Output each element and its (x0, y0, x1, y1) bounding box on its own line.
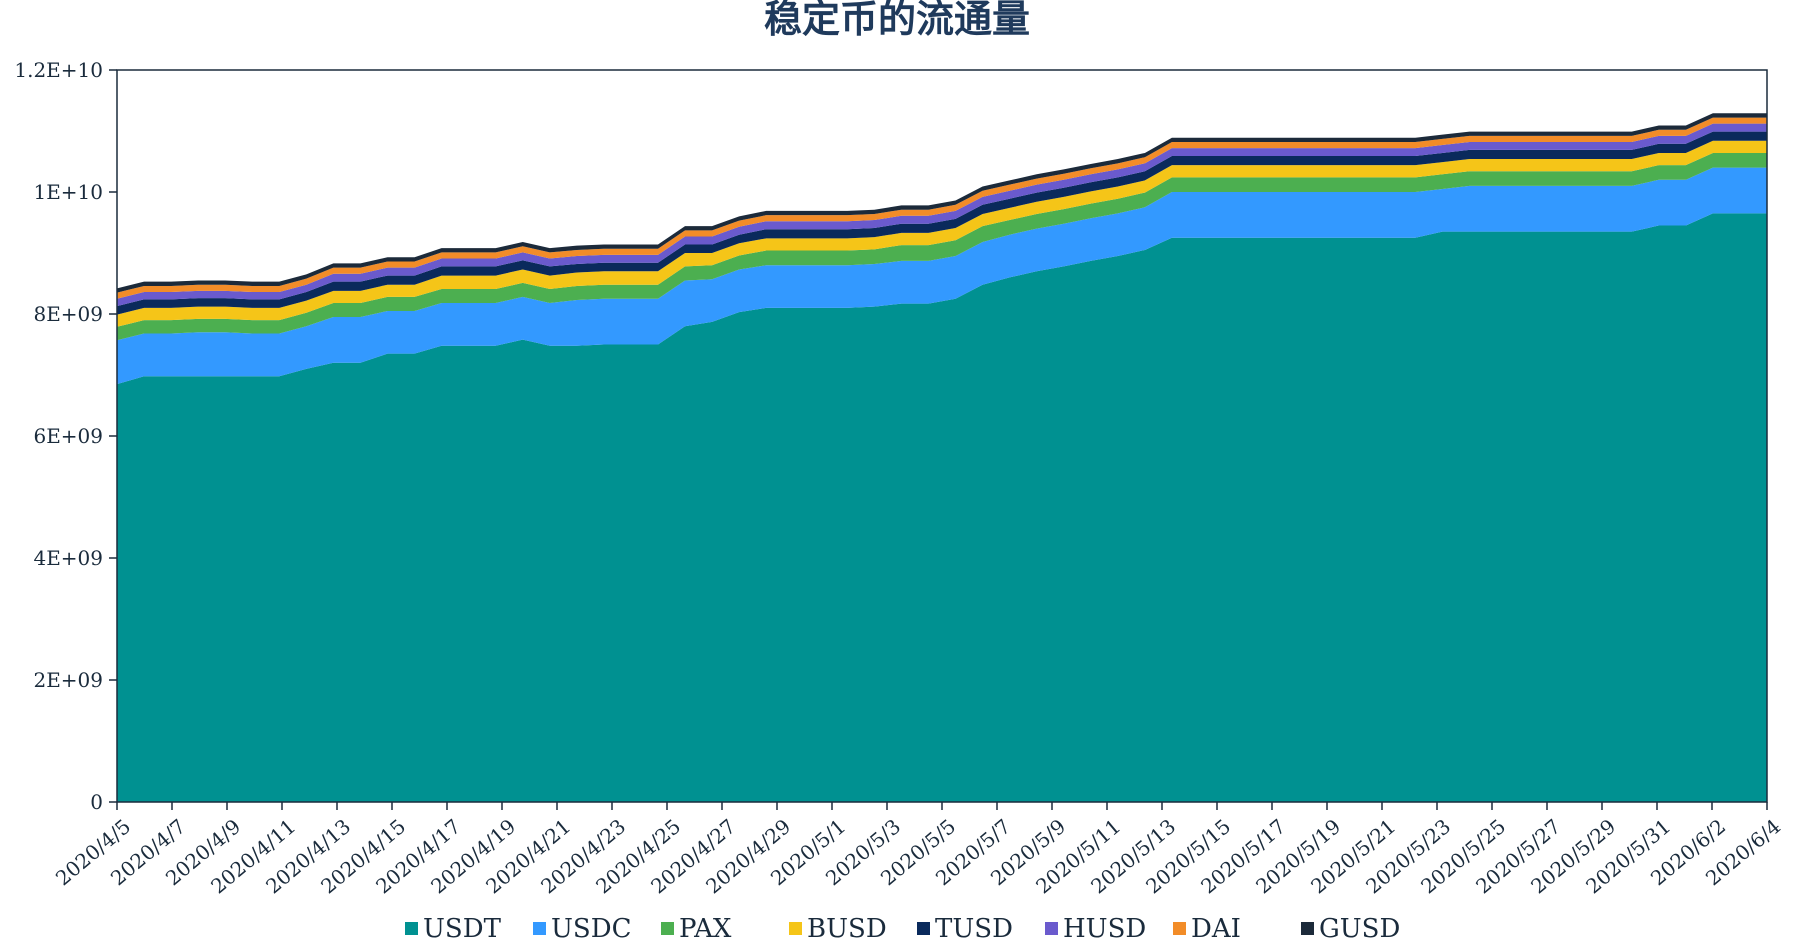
area-series-group (117, 113, 1767, 803)
y-tick-label: 6E+09 (33, 424, 103, 448)
legend-swatch-gusd (1301, 922, 1314, 935)
legend-swatch-tusd (917, 922, 930, 935)
area-series-busd (117, 140, 1767, 327)
legend-swatch-usdc (533, 922, 546, 935)
y-tick-label: 0 (90, 790, 103, 814)
y-tick-label: 8E+09 (33, 302, 103, 326)
legend-label-busd: BUSD (807, 914, 887, 944)
y-tick-label: 1.2E+10 (14, 58, 103, 82)
legend: USDT USDC PAX BUSD TUSD HUSD DAI GUSD (405, 914, 1400, 944)
y-tick-label: 1E+10 (33, 180, 103, 204)
legend-label-tusd: TUSD (935, 914, 1013, 944)
legend-label-pax: PAX (679, 914, 732, 944)
y-tick-label: 2E+09 (33, 668, 103, 692)
legend-label-usdt: USDT (423, 914, 502, 944)
area-series-husd (117, 123, 1767, 307)
legend-swatch-pax (661, 922, 674, 935)
y-tick-label: 4E+09 (33, 546, 103, 570)
legend-label-gusd: GUSD (1319, 914, 1400, 944)
area-series-pax (117, 152, 1767, 341)
area-series-tusd (117, 131, 1767, 315)
legend-label-husd: HUSD (1063, 914, 1146, 944)
legend-label-usdc: USDC (551, 914, 631, 944)
x-axis: 2020/4/52020/4/72020/4/92020/4/112020/4/… (51, 802, 1785, 898)
area-series-dai (117, 117, 1767, 299)
legend-swatch-dai (1173, 922, 1186, 935)
area-series-usdt (117, 213, 1767, 803)
legend-swatch-busd (789, 922, 802, 935)
legend-swatch-usdt (405, 922, 418, 935)
legend-label-dai: DAI (1191, 914, 1241, 944)
legend-swatch-husd (1045, 922, 1058, 935)
y-axis: 0 2E+09 4E+09 6E+09 8E+09 1E+10 1.2E+10 (14, 58, 117, 814)
area-series-usdc (117, 167, 1767, 385)
area-series-gusd (117, 113, 1767, 293)
chart-title: 稳定币的流通量 (763, 0, 1030, 41)
